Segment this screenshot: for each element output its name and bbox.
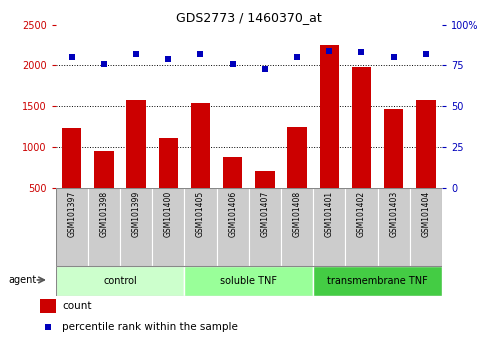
Bar — [313, 188, 345, 266]
Point — [326, 48, 333, 54]
Point — [68, 55, 75, 60]
Point — [164, 56, 172, 62]
Text: control: control — [103, 276, 137, 286]
Text: soluble TNF: soluble TNF — [220, 276, 277, 286]
Text: GSM101398: GSM101398 — [99, 191, 108, 237]
Point — [293, 55, 301, 60]
Text: GSM101406: GSM101406 — [228, 191, 237, 237]
Title: GDS2773 / 1460370_at: GDS2773 / 1460370_at — [176, 11, 322, 24]
Bar — [185, 188, 216, 266]
Bar — [410, 188, 442, 266]
Bar — [56, 266, 185, 296]
Bar — [223, 158, 242, 228]
Text: transmembrane TNF: transmembrane TNF — [327, 276, 428, 286]
Bar — [94, 151, 114, 228]
Text: GSM101407: GSM101407 — [260, 191, 270, 237]
Point — [100, 61, 108, 67]
Bar — [378, 188, 410, 266]
Text: percentile rank within the sample: percentile rank within the sample — [62, 322, 238, 332]
Text: count: count — [62, 301, 92, 311]
Text: GSM101403: GSM101403 — [389, 191, 398, 237]
Bar — [384, 109, 403, 228]
Bar — [255, 171, 274, 228]
Text: GSM101408: GSM101408 — [293, 191, 301, 237]
Point — [357, 50, 365, 55]
Text: GSM101397: GSM101397 — [67, 191, 76, 237]
Text: GSM101405: GSM101405 — [196, 191, 205, 237]
Text: GSM101399: GSM101399 — [131, 191, 141, 237]
Point — [197, 51, 204, 57]
Bar — [191, 103, 210, 228]
Point — [44, 325, 52, 330]
Bar — [127, 100, 146, 228]
Bar — [216, 188, 249, 266]
Text: GSM101400: GSM101400 — [164, 191, 173, 237]
Bar — [287, 127, 307, 228]
Bar — [158, 138, 178, 228]
Bar — [313, 266, 442, 296]
Point — [132, 51, 140, 57]
Bar — [120, 188, 152, 266]
Bar — [320, 45, 339, 228]
Point — [422, 51, 430, 57]
Point — [261, 66, 269, 72]
Text: GSM101404: GSM101404 — [421, 191, 430, 237]
Bar — [62, 128, 81, 228]
Bar — [249, 188, 281, 266]
Text: agent: agent — [8, 275, 37, 285]
Bar — [281, 188, 313, 266]
Bar — [185, 266, 313, 296]
Point — [390, 55, 398, 60]
Bar — [56, 188, 88, 266]
Bar — [88, 188, 120, 266]
Bar — [152, 188, 185, 266]
Text: GSM101401: GSM101401 — [325, 191, 334, 237]
Bar — [352, 67, 371, 228]
Bar — [40, 299, 56, 313]
Bar — [345, 188, 378, 266]
Bar — [416, 100, 436, 228]
Text: GSM101402: GSM101402 — [357, 191, 366, 237]
Point — [229, 61, 237, 67]
